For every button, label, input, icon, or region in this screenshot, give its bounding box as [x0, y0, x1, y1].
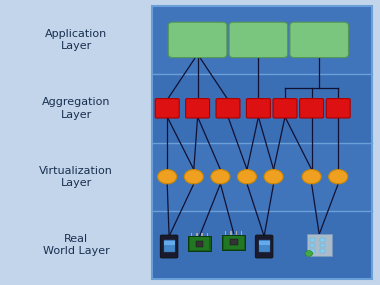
Bar — [164, 240, 174, 252]
Circle shape — [329, 170, 348, 184]
Bar — [152, 6, 372, 279]
Bar — [320, 238, 325, 242]
Bar — [191, 233, 192, 236]
Bar — [310, 238, 315, 242]
FancyBboxPatch shape — [290, 22, 348, 58]
Circle shape — [211, 170, 230, 184]
FancyBboxPatch shape — [168, 22, 227, 58]
FancyBboxPatch shape — [216, 99, 240, 118]
Text: Application
Layer: Application Layer — [45, 29, 107, 51]
Bar — [224, 236, 244, 249]
FancyBboxPatch shape — [155, 99, 179, 118]
FancyBboxPatch shape — [160, 235, 178, 258]
Bar — [320, 244, 325, 247]
Bar — [225, 231, 226, 235]
Bar — [196, 241, 203, 247]
Bar — [320, 249, 325, 253]
Bar — [241, 231, 242, 235]
FancyBboxPatch shape — [299, 99, 323, 118]
Circle shape — [184, 170, 203, 184]
Circle shape — [305, 251, 313, 256]
Circle shape — [158, 170, 177, 184]
Text: Aggregation
Layer: Aggregation Layer — [42, 97, 110, 119]
Bar — [207, 233, 208, 236]
FancyBboxPatch shape — [247, 99, 271, 118]
Bar — [152, 142, 372, 211]
Bar — [310, 249, 315, 253]
Bar — [236, 231, 237, 235]
Bar — [310, 244, 315, 247]
Bar — [201, 233, 203, 236]
Bar — [152, 211, 372, 279]
Bar — [196, 233, 198, 236]
Circle shape — [302, 170, 321, 184]
FancyBboxPatch shape — [229, 22, 288, 58]
Circle shape — [238, 170, 256, 184]
Bar — [190, 237, 209, 250]
Text: Real
World Layer: Real World Layer — [43, 234, 109, 256]
Bar — [259, 240, 269, 252]
Circle shape — [264, 170, 283, 184]
FancyBboxPatch shape — [255, 235, 273, 258]
FancyBboxPatch shape — [273, 99, 297, 118]
Bar — [152, 6, 372, 74]
Bar — [222, 235, 245, 250]
Bar — [259, 241, 269, 245]
Text: Virtualization
Layer: Virtualization Layer — [39, 166, 113, 188]
Bar — [230, 239, 238, 245]
Bar — [152, 74, 372, 142]
Bar — [230, 231, 232, 235]
FancyBboxPatch shape — [185, 99, 210, 118]
FancyBboxPatch shape — [326, 99, 350, 118]
Bar — [188, 236, 211, 251]
Bar — [164, 241, 174, 245]
Bar — [307, 234, 332, 256]
